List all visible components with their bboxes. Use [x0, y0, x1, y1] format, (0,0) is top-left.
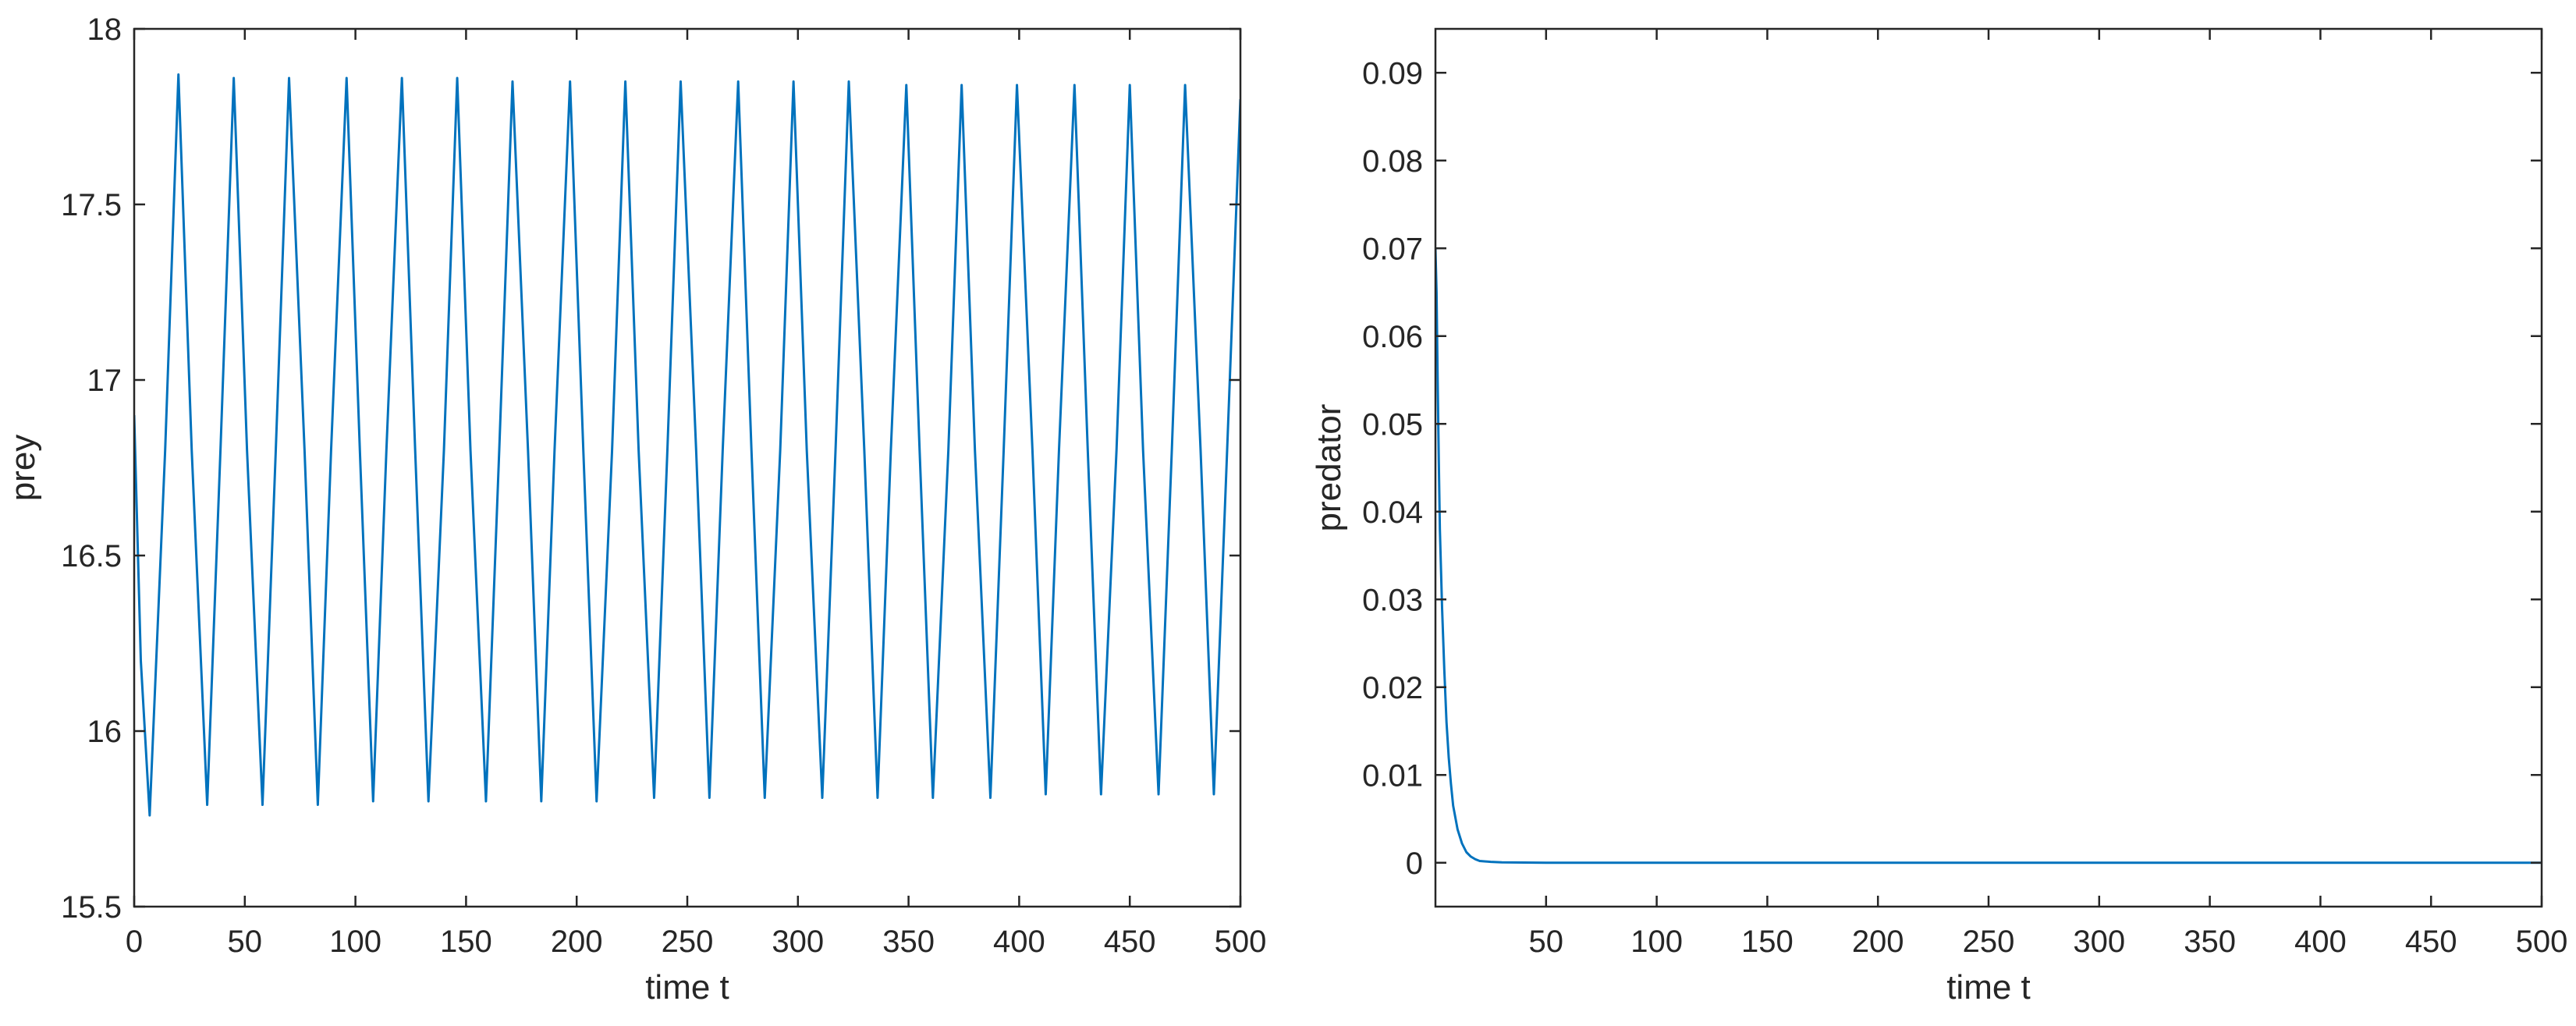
predator-y-tick-label: 0 [1406, 847, 1423, 881]
prey-x-tick-label: 250 [662, 925, 714, 959]
prey-y-tick-label: 17 [87, 364, 122, 398]
predator-series-group [1435, 248, 2542, 864]
prey-x-tick-label: 0 [126, 925, 143, 959]
predator-y-tick-label: 0.02 [1362, 671, 1423, 705]
predator-y-tick-label: 0.04 [1362, 495, 1423, 530]
prey-y-tick-label: 16.5 [61, 539, 122, 573]
prey-x-tick-label: 450 [1104, 925, 1156, 959]
predator-y-tick-label: 0.05 [1362, 407, 1423, 442]
prey-x-tick-label: 200 [551, 925, 603, 959]
predator-x-tick-label: 50 [1529, 925, 1564, 959]
prey-x-tick-label: 300 [772, 925, 824, 959]
predator-x-tick-label: 100 [1630, 925, 1683, 959]
predator-x-tick-label: 400 [2294, 925, 2347, 959]
predator-y-tick-label: 0.01 [1362, 758, 1423, 793]
prey-y-tick-label: 16 [87, 715, 122, 749]
prey-axes-box [133, 27, 1242, 908]
prey-plot: 0 50 100 150 200 250 300 350 400 450 500 15.5 16 16.5… [4, 12, 1266, 1006]
prey-x-axis-label: time t [645, 968, 729, 1006]
prey-x-tick-label: 150 [440, 925, 492, 959]
prey-y-tick-label: 18 [87, 12, 122, 47]
predator-y-tick-label: 0.06 [1362, 320, 1423, 354]
predator-x-tick-label: 200 [1852, 925, 1904, 959]
prey-x-tick-label: 350 [882, 925, 935, 959]
predator-x-tick-label: 450 [2405, 925, 2457, 959]
predator-x-tick-label: 350 [2184, 925, 2236, 959]
prey-series-group [134, 73, 1240, 817]
prey-series-line [134, 73, 1240, 817]
predator-ticks: 50 100 150 200 250 300 350 400 450 500 0 0.01 0.02 0.… [1362, 29, 2567, 959]
predator-y-tick-label: 0.08 [1362, 144, 1423, 179]
predator-x-tick-label: 500 [2516, 925, 2568, 959]
predator-y-tick-label: 0.07 [1362, 232, 1423, 266]
prey-x-tick-label: 100 [329, 925, 381, 959]
prey-y-axis-label: prey [4, 435, 42, 502]
predator-x-axis-label: time t [1946, 968, 2031, 1006]
predator-y-tick-label: 0.03 [1362, 583, 1423, 617]
predator-y-tick-label: 0.09 [1362, 56, 1423, 91]
predator-axes-box [1434, 27, 2543, 908]
prey-ticks: 0 50 100 150 200 250 300 350 400 450 500 15.5 16 16.5… [61, 12, 1266, 959]
predator-y-axis-label: predator [1310, 404, 1348, 532]
prey-x-tick-label: 500 [1215, 925, 1267, 959]
prey-y-tick-label: 17.5 [61, 188, 122, 222]
predator-x-tick-label: 300 [2073, 925, 2125, 959]
predator-x-tick-label: 150 [1741, 925, 1794, 959]
predator-plot: 50 100 150 200 250 300 350 400 450 500 0 0.01 0.02 0.… [1310, 27, 2567, 1006]
predator-series-line [1435, 248, 2542, 864]
prey-y-tick-label: 15.5 [61, 890, 122, 925]
prey-x-tick-label: 400 [993, 925, 1045, 959]
predator-x-tick-label: 250 [1963, 925, 2015, 959]
prey-x-tick-label: 50 [228, 925, 263, 959]
